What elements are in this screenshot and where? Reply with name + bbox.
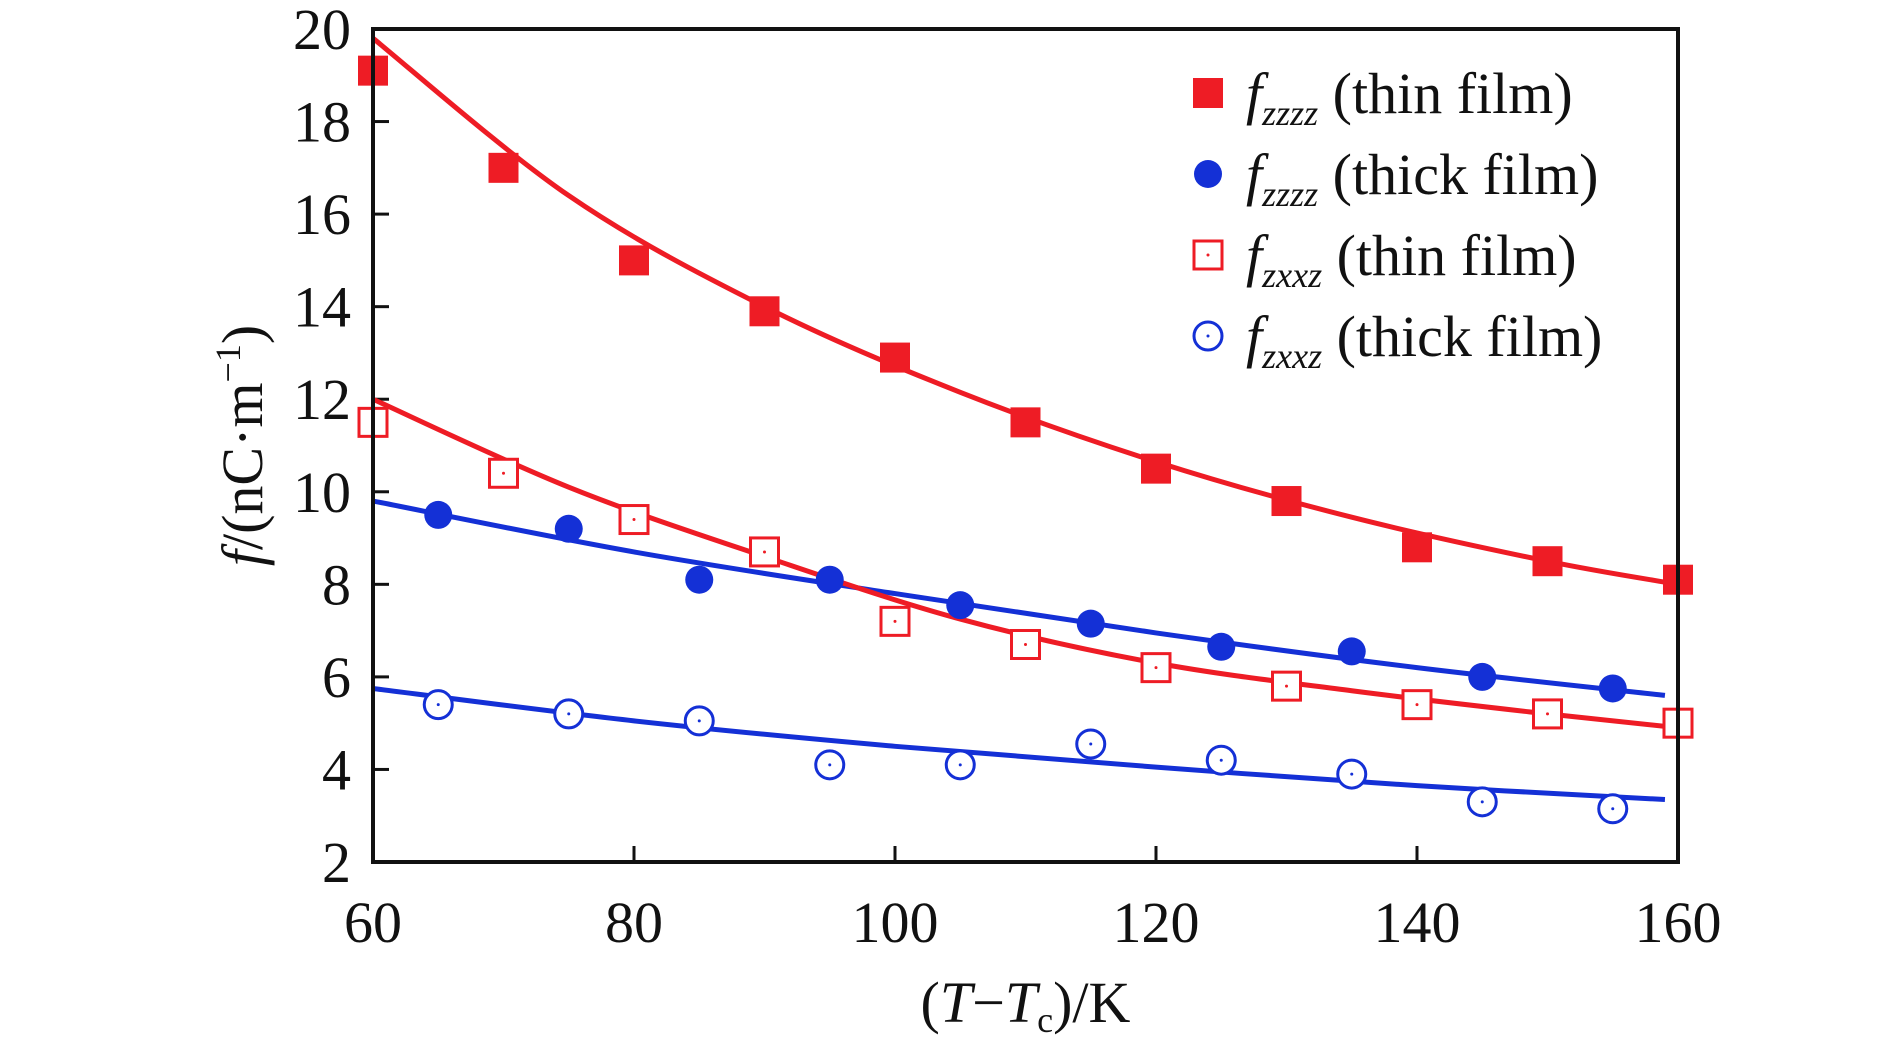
y-tick-label-4: 4 <box>322 737 351 802</box>
series-3-point-5 <box>1075 728 1107 760</box>
y-tick-label-2: 2 <box>322 830 351 895</box>
y-tick-label-6: 6 <box>322 645 351 710</box>
series-0-point-7 <box>1271 486 1302 517</box>
series-2-point-5 <box>1010 628 1041 660</box>
series-3-point-0 <box>422 689 454 721</box>
x-tick-label-100: 100 <box>852 890 939 955</box>
series-1-point-8 <box>1468 662 1497 691</box>
legend-marker-1 <box>1194 160 1222 188</box>
legend-entry-3: fzxxz (thick film) <box>1246 304 1602 376</box>
y-tick-label-18: 18 <box>293 90 351 155</box>
y-tick-label-8: 8 <box>322 552 351 617</box>
series-0-point-9 <box>1532 546 1563 577</box>
legend-marker-2 <box>1192 239 1224 271</box>
series-0-point-8 <box>1402 532 1432 563</box>
series-1-point-7 <box>1337 637 1366 666</box>
y-tick-label-20: 20 <box>293 0 351 62</box>
series-1-point-0 <box>424 500 453 529</box>
x-tick-label-60: 60 <box>344 890 402 955</box>
series-0-point-1 <box>488 152 519 183</box>
series-3-point-1 <box>553 698 585 730</box>
legend: fzzzz (thin film) fzzzz (thick film) fzxxz… <box>1192 61 1602 376</box>
x-tick-label-80: 80 <box>605 890 663 955</box>
series-1-point-5 <box>1076 609 1105 638</box>
y-tick-label-16: 16 <box>293 182 351 247</box>
series-0-point-3 <box>749 296 780 327</box>
series-3-point-6 <box>1205 744 1237 776</box>
series-2-point-8 <box>1401 689 1433 721</box>
series-3-point-3 <box>814 749 846 781</box>
y-tick-label-12: 12 <box>293 367 351 432</box>
data-markers <box>357 55 1694 825</box>
series-0-point-6 <box>1141 453 1171 484</box>
series-2-point-9 <box>1532 698 1563 730</box>
series-1-point-9 <box>1598 674 1627 703</box>
x-tick-label-120: 120 <box>1113 890 1200 955</box>
series-3-point-4 <box>944 749 976 781</box>
series-1-point-6 <box>1207 632 1236 661</box>
series-0-point-5 <box>1010 407 1041 438</box>
series-2-point-4 <box>879 605 911 637</box>
legend-entry-1: fzzzz (thick film) <box>1246 142 1598 214</box>
series-2-point-1 <box>488 457 519 489</box>
legend-entry-0: fzzzz (thin film) <box>1246 61 1573 133</box>
plot-frame <box>371 27 1680 864</box>
series-1-point-2 <box>685 565 714 594</box>
series-2-point-3 <box>749 536 780 568</box>
series-3-point-7 <box>1336 758 1368 790</box>
series-2-point-2 <box>618 504 650 536</box>
fit-curve-3 <box>372 685 1666 803</box>
legend-marker-0 <box>1193 78 1223 108</box>
tick-labels: 60 80 100 120 140 160 2 4 6 8 10 12 14 16 18 20 <box>293 0 1722 955</box>
series-1-point-4 <box>946 591 975 620</box>
series-3-point-8 <box>1466 786 1498 818</box>
x-tick-label-140: 140 <box>1374 890 1461 955</box>
y-tick-label-10: 10 <box>293 460 351 525</box>
series-2-point-7 <box>1271 670 1302 702</box>
fit-curve-1 <box>372 498 1666 698</box>
legend-marker-3 <box>1192 320 1224 352</box>
x-tick-label-160: 160 <box>1635 890 1722 955</box>
legend-entry-2: fzxxz (thin film) <box>1246 223 1577 295</box>
series-2-point-6 <box>1140 652 1172 684</box>
series-3-point-2 <box>683 705 715 737</box>
series-3-point-9 <box>1597 793 1629 825</box>
series-1-point-3 <box>815 565 844 594</box>
y-tick-label-14: 14 <box>293 275 351 340</box>
series-0-point-2 <box>619 245 649 276</box>
series-1-point-1 <box>554 514 583 543</box>
y-axis-label: f/(nC·m−1) <box>208 325 275 566</box>
x-axis-label: (T−Tc)/K <box>921 970 1131 1040</box>
series-0-point-4 <box>880 342 910 373</box>
